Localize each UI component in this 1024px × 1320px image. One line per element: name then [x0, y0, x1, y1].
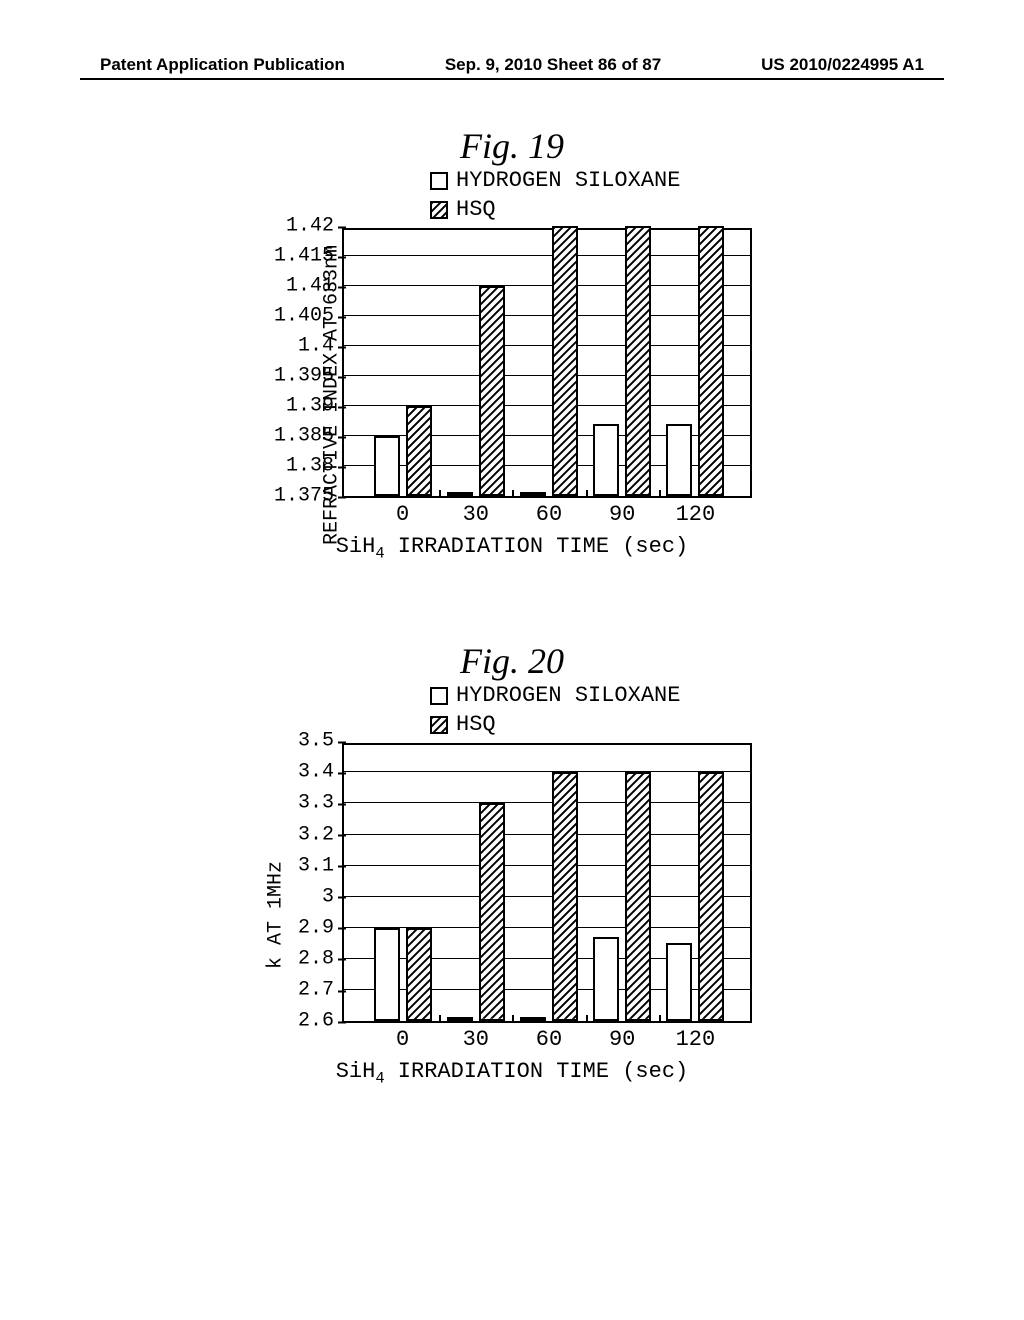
fig20-legend: HYDROGEN SILOXANE HSQ	[430, 682, 1024, 739]
ytick-label: 2.7	[298, 979, 344, 1002]
legend-label-open: HYDROGEN SILOXANE	[456, 682, 680, 711]
gridline	[344, 345, 750, 346]
xtick-mark	[512, 490, 514, 498]
ytick-label: 1.41	[286, 275, 344, 298]
legend-swatch-hatched-icon	[430, 201, 448, 219]
xtick-label: 60	[536, 496, 562, 527]
ytick-label: 3.3	[298, 792, 344, 815]
header-left: Patent Application Publication	[100, 55, 345, 75]
legend-label-hatched: HSQ	[456, 196, 496, 225]
legend-swatch-open-icon	[430, 687, 448, 705]
xtick-label: 0	[396, 496, 409, 527]
bar-hsq	[479, 286, 505, 496]
header-center: Sep. 9, 2010 Sheet 86 of 87	[445, 55, 661, 75]
gridline	[344, 315, 750, 316]
bar-hsq	[406, 406, 432, 496]
ytick-label: 1.42	[286, 215, 344, 238]
bar-hydrogen-siloxane	[447, 1017, 473, 1021]
fig19-plot-area: 1.3751.381.3851.391.3951.41.4051.411.415…	[342, 228, 752, 498]
legend-label-hatched: HSQ	[456, 711, 496, 740]
xtick-label: 0	[396, 1021, 409, 1052]
bar-hsq	[479, 803, 505, 1021]
xtick-mark	[512, 1015, 514, 1023]
bar-hydrogen-siloxane	[666, 424, 692, 496]
bar-hydrogen-siloxane	[447, 492, 473, 496]
fig19-title: Fig. 19	[0, 125, 1024, 167]
bar-hsq	[406, 928, 432, 1021]
bar-hsq	[698, 226, 724, 496]
fig20-xlabel: SiH4 IRRADIATION TIME (sec)	[232, 1059, 792, 1087]
xtick-label: 120	[676, 1021, 716, 1052]
fig19-legend: HYDROGEN SILOXANE HSQ	[430, 167, 1024, 224]
ytick-label: 1.415	[274, 245, 344, 268]
xtick-label: 120	[676, 496, 716, 527]
ytick-label: 1.39	[286, 395, 344, 418]
ytick-label: 1.385	[274, 425, 344, 448]
legend-label-open: HYDROGEN SILOXANE	[456, 167, 680, 196]
gridline	[344, 834, 750, 835]
bar-hsq	[552, 772, 578, 1021]
ytick-label: 2.8	[298, 947, 344, 970]
xtick-mark	[586, 1015, 588, 1023]
ytick-label: 2.6	[298, 1010, 344, 1033]
header-right: US 2010/0224995 A1	[761, 55, 924, 75]
bar-hsq	[552, 226, 578, 496]
ytick-label: 1.38	[286, 455, 344, 478]
bar-hydrogen-siloxane	[593, 424, 619, 496]
legend-swatch-open-icon	[430, 172, 448, 190]
bar-hydrogen-siloxane	[520, 492, 546, 496]
gridline	[344, 802, 750, 803]
ytick-label: 3.2	[298, 823, 344, 846]
fig19-chart: REFRACTIVE INDEX AT 633nm 1.3751.381.385…	[232, 228, 792, 562]
ytick-label: 1.405	[274, 305, 344, 328]
fig20-title: Fig. 20	[0, 640, 1024, 682]
ytick-label: 1.4	[298, 335, 344, 358]
ytick-label: 3	[322, 885, 344, 908]
xtick-label: 30	[463, 1021, 489, 1052]
xtick-mark	[659, 490, 661, 498]
xtick-mark	[439, 490, 441, 498]
gridline	[344, 865, 750, 866]
gridline	[344, 771, 750, 772]
fig20-plot-area: 2.62.72.82.933.13.23.33.43.50306090120	[342, 743, 752, 1023]
bar-hsq	[625, 226, 651, 496]
gridline	[344, 255, 750, 256]
fig19-xlabel: SiH4 IRRADIATION TIME (sec)	[232, 534, 792, 562]
bar-hydrogen-siloxane	[520, 1017, 546, 1021]
bar-hsq	[625, 772, 651, 1021]
figure-19: Fig. 19 HYDROGEN SILOXANE HSQ REFRACTIVE…	[0, 125, 1024, 563]
legend-swatch-hatched-icon	[430, 716, 448, 734]
fig20-chart: k AT 1MHz 2.62.72.82.933.13.23.33.43.503…	[232, 743, 792, 1087]
xtick-mark	[586, 490, 588, 498]
header-divider	[80, 78, 944, 80]
gridline	[344, 285, 750, 286]
ytick-label: 3.5	[298, 730, 344, 753]
xtick-label: 30	[463, 496, 489, 527]
gridline	[344, 375, 750, 376]
bar-hsq	[698, 772, 724, 1021]
bar-hydrogen-siloxane	[593, 937, 619, 1021]
page-header: Patent Application Publication Sep. 9, 2…	[0, 55, 1024, 75]
ytick-label: 3.1	[298, 854, 344, 877]
ytick-label: 2.9	[298, 916, 344, 939]
figure-20: Fig. 20 HYDROGEN SILOXANE HSQ k AT 1MHz …	[0, 640, 1024, 1088]
xtick-label: 90	[609, 1021, 635, 1052]
ytick-label: 3.4	[298, 761, 344, 784]
bar-hydrogen-siloxane	[374, 928, 400, 1021]
fig20-ylabel: k AT 1MHz	[265, 861, 288, 969]
xtick-label: 90	[609, 496, 635, 527]
bar-hydrogen-siloxane	[666, 943, 692, 1021]
ytick-label: 1.395	[274, 365, 344, 388]
ytick-label: 1.375	[274, 485, 344, 508]
gridline	[344, 896, 750, 897]
bar-hydrogen-siloxane	[374, 436, 400, 496]
xtick-label: 60	[536, 1021, 562, 1052]
xtick-mark	[659, 1015, 661, 1023]
xtick-mark	[439, 1015, 441, 1023]
